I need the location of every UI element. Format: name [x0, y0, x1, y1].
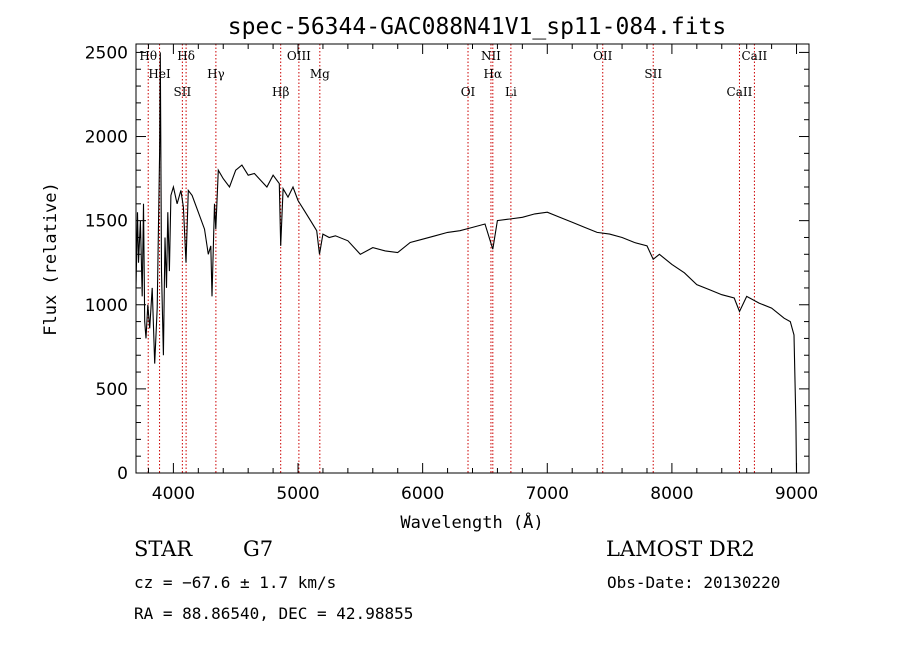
y-tick-label: 1500 — [85, 212, 128, 232]
object-subclass: G7 — [243, 537, 274, 561]
y-tick-label: 2500 — [85, 43, 128, 63]
y-tick-label: 2000 — [85, 128, 128, 148]
line-label: NII — [481, 49, 501, 63]
line-label: SII — [644, 67, 662, 81]
object-class: STAR — [134, 537, 193, 561]
line-label: OII — [593, 49, 613, 63]
line-label: Mg — [310, 67, 330, 81]
line-label: OIII — [287, 49, 311, 63]
line-label: Hα — [484, 67, 503, 81]
line-label: Hθ — [139, 49, 157, 63]
x-tick-label: 9000 — [775, 484, 818, 504]
x-tick-label: 5000 — [276, 484, 319, 504]
line-label: CaII — [727, 85, 753, 99]
spectrum-series-line — [135, 52, 798, 474]
x-tick-label: 6000 — [401, 484, 444, 504]
x-axis-label: Wavelength (Å) — [400, 511, 543, 533]
emission-lines: HθHeISIIHδHγHβOIIIMgOINIIHαLiOIISIICaIIC… — [139, 44, 768, 473]
survey-name: LAMOST DR2 — [606, 537, 755, 561]
y-tick-label: 1000 — [85, 296, 128, 316]
line-label: SII — [174, 85, 192, 99]
y-tick-label: 500 — [96, 380, 128, 400]
chart-title: spec-56344-GAC088N41V1_sp11-084.fits — [228, 14, 727, 40]
redshift-velocity: cz = −67.6 ± 1.7 km/s — [134, 573, 337, 592]
line-label: CaII — [741, 49, 767, 63]
x-tick-label: 7000 — [526, 484, 569, 504]
x-tick-label: 8000 — [650, 484, 693, 504]
y-axis-label: Flux (relative) — [41, 182, 61, 336]
x-axis-ticks: 4000 5000 6000 7000 8000 9000 — [147, 44, 818, 504]
sky-coordinates: RA = 88.86540, DEC = 42.98855 — [134, 604, 414, 623]
plot-frame — [135, 43, 810, 474]
y-axis-ticks: 0 500 1000 1500 2000 2500 — [85, 43, 809, 484]
x-tick-label: 4000 — [152, 484, 195, 504]
line-label: Li — [505, 85, 517, 99]
y-tick-label: 0 — [117, 464, 128, 484]
observation-date: Obs-Date: 20130220 — [607, 573, 781, 592]
line-label: Hγ — [207, 67, 225, 81]
line-label: Hβ — [272, 85, 289, 99]
line-label: Hδ — [177, 49, 195, 63]
line-label: OI — [461, 85, 476, 99]
